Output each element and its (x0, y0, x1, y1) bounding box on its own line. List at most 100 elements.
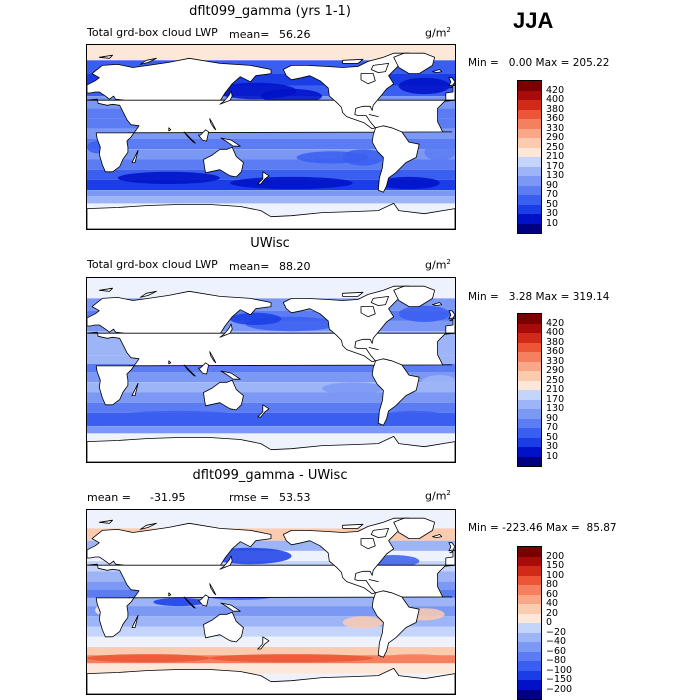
colorbar-tick-label: 90 (546, 179, 559, 191)
landmass-novayazemlya (139, 57, 157, 65)
colorbar-tick-label: −20 (546, 626, 567, 638)
field-band (87, 597, 455, 607)
panel2-title: UWisc (250, 236, 290, 251)
field-band (87, 45, 455, 61)
panel2-land (87, 285, 455, 462)
landmass-uk (448, 542, 455, 552)
colorbar-tick-label: 420 (546, 317, 565, 329)
landmass-sumatra (183, 596, 196, 609)
landmass-arctic-islands (342, 291, 364, 297)
landmass-srilanka (168, 127, 172, 132)
field-band (87, 196, 455, 204)
field-blob (424, 144, 455, 161)
landmass-north-america (282, 52, 425, 130)
colorbar-cell (518, 670, 541, 680)
landmass-japan (219, 555, 233, 570)
colorbar-tick-label: 70 (546, 189, 559, 200)
colorbar-tick-label: −100 (546, 664, 573, 676)
field-blob (153, 597, 205, 607)
landmass-newguinea (220, 137, 241, 147)
field-blob (383, 654, 445, 663)
landmass-north-america (282, 285, 425, 363)
colorbar-tick-label: 10 (546, 450, 559, 462)
panel1-map-svg (87, 45, 455, 229)
colorbar-cell (518, 437, 541, 447)
colorbar-cell (518, 119, 541, 129)
colorbar-cell (518, 390, 541, 400)
colorbar-cell (518, 361, 541, 371)
colorbar-tick-label: 20 (546, 607, 559, 619)
colorbar-cell (518, 138, 541, 148)
field-band (87, 402, 455, 413)
panel3-rmse-label: rmse = (229, 491, 270, 504)
field-blob (230, 312, 282, 325)
panel2-map (86, 277, 456, 463)
panel2-minmax: Min = 3.28 Max = 319.14 (468, 291, 610, 303)
colorbar-cell (518, 447, 541, 457)
colorbar-tick-label: −150 (546, 674, 573, 685)
landmass-uk (448, 77, 455, 87)
panel1-map (86, 44, 456, 230)
panel1-title: dflt099_gamma (yrs 1-1) (189, 4, 351, 19)
colorbar-tick-label: 0 (546, 617, 553, 628)
landmass-newzealand (257, 636, 270, 650)
colorbar-cell (518, 428, 541, 438)
field-band (87, 426, 455, 434)
landmass-newzealand (257, 171, 270, 185)
colorbar-cell (518, 604, 541, 614)
field-blob (230, 176, 353, 190)
colorbar-cell (518, 371, 541, 381)
landmass-srilanka (168, 360, 172, 365)
colorbar-tick-label: 250 (546, 141, 565, 153)
colorbar-tick-label: 90 (546, 412, 559, 424)
field-blob (117, 410, 241, 422)
field-blob (398, 77, 450, 95)
field-band (87, 392, 455, 403)
colorbar-cell (518, 214, 541, 224)
landmass-north-america (282, 517, 425, 595)
colorbar-tick-label: −200 (546, 683, 573, 695)
landmass-iceland (432, 69, 443, 74)
field-band (87, 128, 455, 139)
panel3-mean-value: -31.95 (150, 491, 186, 504)
landmass-philippines (209, 118, 217, 131)
colorbar-tick-label: 380 (546, 336, 565, 348)
panel1-colorbar (517, 80, 542, 234)
panel2-units: g/m2 (425, 258, 451, 272)
colorbar-cell (518, 418, 541, 428)
colorbar-tick-label: 70 (546, 422, 559, 433)
landmass-cuba (368, 347, 379, 350)
field-blob (209, 654, 374, 663)
landmass-newzealand (257, 404, 270, 418)
colorbar-cell (518, 157, 541, 167)
field-blob (322, 382, 384, 395)
panel3-units: g/m2 (425, 489, 451, 503)
season-label: JJA (513, 8, 554, 33)
landmass-iceland (432, 534, 443, 539)
landmass-greenland (393, 517, 436, 540)
landmass-philippines (209, 583, 217, 596)
landmass-baffin (370, 295, 390, 307)
colorbar-cell (518, 623, 541, 633)
colorbar-tick-label: 360 (546, 113, 565, 124)
landmass-iceland (432, 302, 443, 307)
landmass-europe-west (445, 549, 455, 566)
field-blob (219, 414, 363, 425)
landmass-newguinea (220, 370, 241, 380)
colorbar-cell (518, 128, 541, 138)
landmass-arctic-islands (342, 523, 364, 529)
colorbar-tick-label: 170 (546, 160, 565, 172)
colorbar-tick-label: 210 (546, 384, 565, 395)
field-blob (383, 410, 445, 422)
panel3-mean-label: mean = (87, 491, 131, 504)
landmass-japan (219, 323, 233, 338)
panel3-map-svg (87, 510, 455, 694)
colorbar-cell (518, 680, 541, 690)
field-band (87, 363, 455, 373)
panel1-mean-label: mean= (229, 28, 270, 41)
colorbar-cell (518, 147, 541, 157)
panel3-colorbar (517, 546, 542, 700)
colorbar-tick-label: 210 (546, 151, 565, 162)
landmass-borneo (198, 362, 209, 375)
field-band (87, 510, 455, 529)
